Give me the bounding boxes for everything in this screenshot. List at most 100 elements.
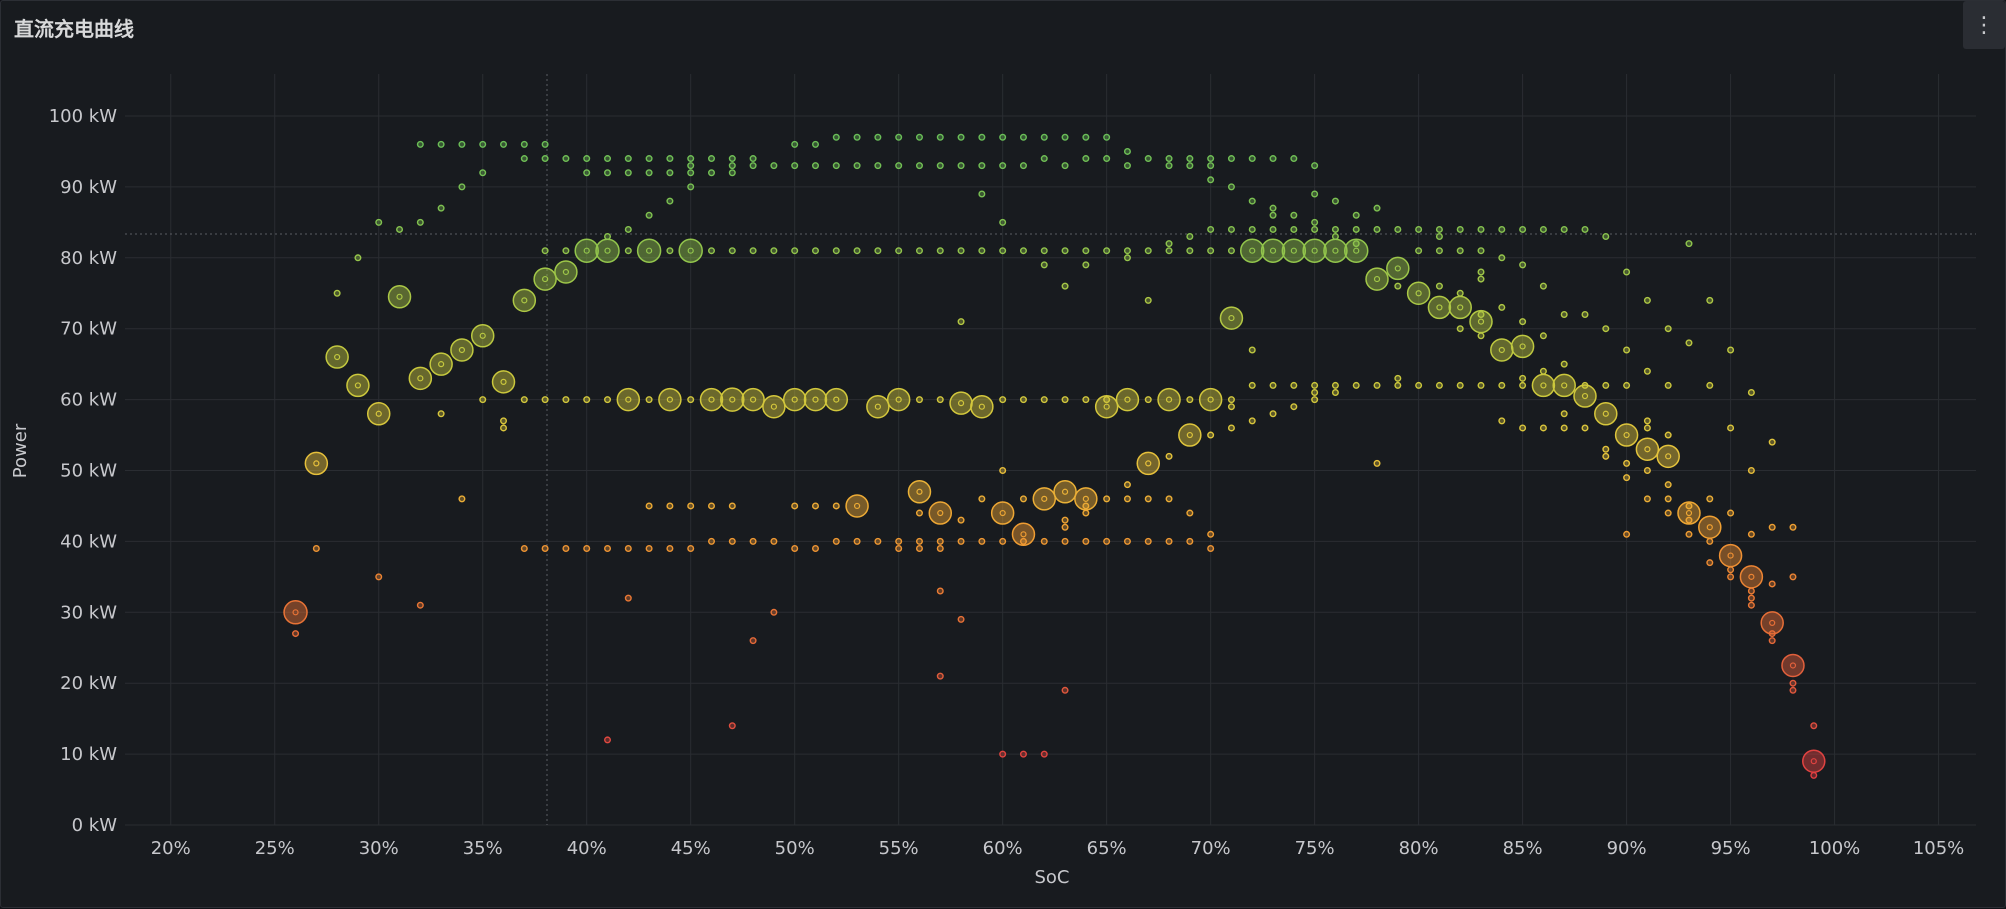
data-point (1768, 438, 1776, 446)
data-point (1477, 275, 1485, 283)
data-point (874, 133, 882, 141)
data-point (707, 169, 715, 177)
data-point (687, 169, 695, 177)
data-point (1352, 211, 1360, 219)
data-point (636, 238, 662, 263)
data-point (1103, 133, 1111, 141)
data-point (936, 162, 944, 170)
data-point-center (521, 297, 528, 304)
data-point (387, 285, 412, 309)
data-point (699, 387, 724, 412)
data-point (1331, 233, 1339, 241)
data-point (416, 601, 424, 609)
data-point (957, 247, 965, 255)
data-point (1227, 424, 1235, 432)
data-point (853, 133, 861, 141)
data-point (791, 544, 799, 552)
data-point (1082, 537, 1090, 545)
data-point (728, 155, 736, 163)
data-point (1656, 444, 1680, 469)
data-point (1456, 225, 1464, 233)
data-point-center (1124, 396, 1131, 403)
data-point-center (1020, 531, 1027, 538)
data-point (1415, 381, 1423, 389)
data-point (707, 247, 715, 255)
data-point-center (1457, 304, 1464, 311)
data-point (437, 204, 445, 212)
data-point (624, 225, 632, 233)
vertical-ellipsis-icon: ⋮ (1973, 12, 1995, 38)
data-point (583, 396, 591, 404)
data-point (1394, 282, 1402, 290)
data-point (999, 750, 1007, 758)
data-point (1343, 238, 1369, 263)
data-point (1165, 240, 1173, 248)
data-point (978, 537, 986, 545)
data-point (1477, 311, 1485, 319)
data-point (1061, 162, 1069, 170)
x-tick-label: 55% (879, 838, 919, 859)
data-point-center (1145, 460, 1152, 467)
data-point (1123, 495, 1131, 503)
x-tick-label: 80% (1399, 838, 1439, 859)
data-point (1227, 225, 1235, 233)
data-point (1207, 530, 1215, 538)
data-point (1227, 396, 1235, 404)
data-point-center (770, 403, 777, 410)
data-point (1144, 296, 1152, 304)
data-point (707, 502, 715, 510)
data-point (1498, 254, 1506, 262)
data-point (1456, 325, 1464, 333)
data-point (1789, 523, 1797, 531)
data-point (1602, 381, 1610, 389)
data-point (1082, 261, 1090, 269)
data-point (541, 140, 549, 148)
panel-menu-button[interactable]: ⋮ (1963, 1, 2005, 49)
data-point (1747, 587, 1755, 595)
data-point (1623, 268, 1631, 276)
data-point (1560, 225, 1568, 233)
data-point (1352, 240, 1360, 248)
data-point (1581, 311, 1589, 319)
data-point (312, 544, 320, 552)
data-point (803, 387, 828, 412)
data-point (999, 162, 1007, 170)
data-point (749, 155, 757, 163)
x-tick-label: 65% (1087, 838, 1127, 859)
data-point (1747, 594, 1755, 602)
data-point (1178, 423, 1202, 447)
data-point (1040, 396, 1048, 404)
data-point (999, 537, 1007, 545)
data-point (1685, 516, 1693, 524)
data-point (520, 396, 528, 404)
data-point (832, 537, 840, 545)
data-point (1269, 204, 1277, 212)
data-point-center (542, 275, 549, 283)
data-point (1040, 247, 1048, 255)
data-point (1747, 530, 1755, 538)
data-point-center (1706, 524, 1713, 531)
data-point (1664, 495, 1672, 503)
data-point (1435, 381, 1443, 389)
data-point-center (479, 332, 486, 339)
data-point (895, 162, 903, 170)
data-point (541, 247, 549, 255)
data-point (1643, 367, 1651, 375)
data-point (1635, 437, 1660, 461)
data-point (1061, 133, 1069, 141)
data-point (1019, 495, 1027, 503)
data-point (1061, 537, 1069, 545)
data-point (728, 502, 736, 510)
data-point (292, 630, 300, 638)
x-tick-label: 70% (1191, 838, 1231, 859)
data-point (583, 169, 591, 177)
data-point (604, 155, 612, 163)
data-point (1019, 750, 1027, 758)
data-point-center (1249, 247, 1256, 254)
data-point (396, 225, 404, 233)
data-point (624, 169, 632, 177)
data-point (728, 247, 736, 255)
data-point (1415, 225, 1423, 233)
x-tick-label: 45% (671, 838, 711, 859)
data-point (1498, 417, 1506, 425)
